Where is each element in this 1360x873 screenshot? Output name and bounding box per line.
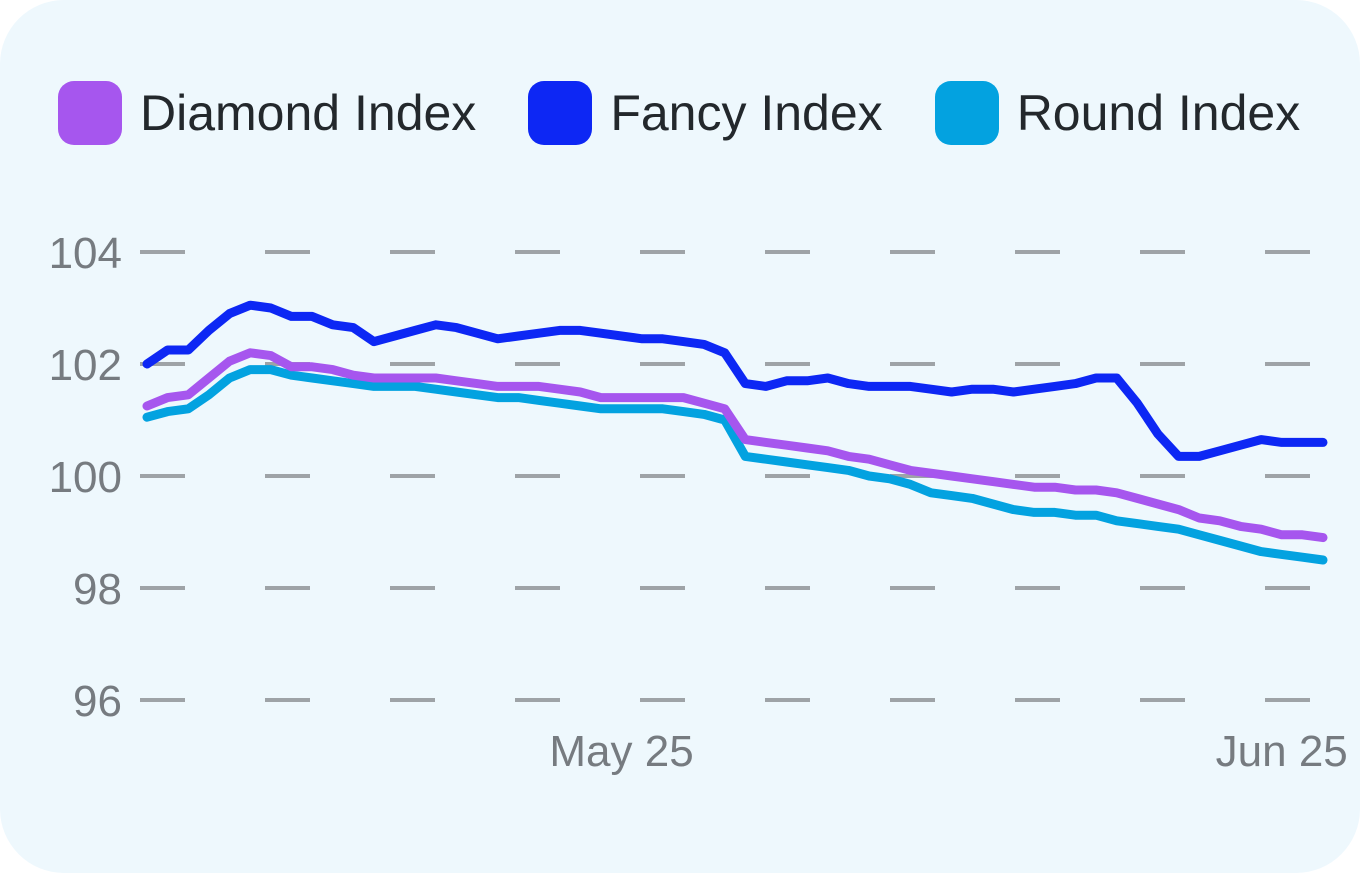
series-line-round-index[interactable] — [142, 365, 1328, 565]
series-line-diamond-index[interactable] — [142, 348, 1328, 543]
legend-swatch — [58, 81, 122, 145]
legend-label: Diamond Index — [140, 85, 477, 141]
legend-swatch — [528, 81, 593, 145]
y-tick-label: 104 — [49, 229, 122, 278]
legend-item-round-index[interactable]: Round Index — [934, 81, 1301, 145]
y-tick-label: 100 — [49, 453, 122, 502]
y-tick-label: 98 — [73, 565, 122, 614]
legend-swatch — [934, 81, 999, 145]
legend-label: Fancy Index — [610, 85, 883, 141]
chart-legend: Diamond Index Fancy Index Round Index — [58, 78, 1352, 148]
y-tick-label: 102 — [49, 341, 122, 390]
x-tick-label: May 25 — [549, 727, 693, 776]
x-tick-label: Jun 25 — [1216, 727, 1348, 776]
legend-label: Round Index — [1016, 85, 1301, 141]
y-tick-label: 96 — [73, 677, 122, 726]
legend-item-diamond-index[interactable]: Diamond Index — [58, 81, 476, 145]
legend-item-fancy-index[interactable]: Fancy Index — [528, 81, 883, 145]
series-line-fancy-index[interactable] — [142, 300, 1328, 461]
